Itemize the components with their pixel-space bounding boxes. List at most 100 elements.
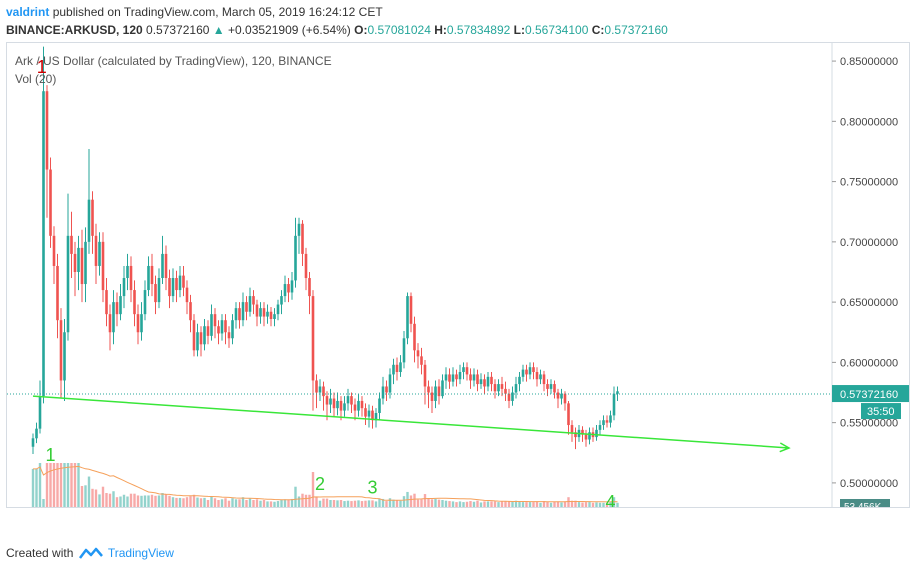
volume-bar (52, 463, 56, 507)
candle-body (567, 403, 570, 426)
high-value: 0.57834892 (446, 23, 511, 37)
candle-body (189, 302, 192, 321)
volume-bar (525, 502, 528, 507)
candle-body (133, 290, 136, 315)
change-up-icon: ▲ (212, 23, 225, 37)
volume-bar (35, 468, 38, 507)
candle-body (469, 374, 472, 381)
volume-bar (490, 501, 493, 507)
candle-body (598, 425, 602, 430)
volume-bar (329, 500, 332, 507)
low-value: 0.56734100 (524, 23, 589, 37)
candle-body (402, 338, 406, 363)
price-tick-label: 0.60000000 (840, 357, 898, 369)
candle-body (266, 311, 269, 317)
price-axis[interactable]: 0.85000000 0.80000000 0.75000000 0.70000000… (831, 43, 909, 507)
wave-label: 1 (46, 445, 56, 465)
annotations: 1 1 2 3 4 (7, 57, 832, 507)
chart-frame[interactable]: 1 1 2 3 4 0.85000000 0.80000000 0.75000000 0.70… (6, 42, 910, 508)
author-link[interactable]: valdrint (6, 5, 50, 19)
volume-bar (185, 497, 189, 507)
candle-body (224, 320, 227, 333)
volume-bar (196, 497, 199, 507)
volume-bar (539, 502, 542, 507)
volume-bar (413, 493, 416, 507)
price-chart[interactable]: 1 1 2 3 4 0.85000000 0.80000000 0.75000000 0.70… (7, 43, 909, 507)
volume-bar (602, 502, 605, 507)
volume-bar (416, 499, 420, 507)
volume-bar (217, 500, 220, 507)
volume-bar (563, 501, 567, 507)
candle-body (136, 314, 140, 333)
candle-body (154, 284, 157, 303)
candle-body (259, 308, 262, 317)
volume-bar (203, 497, 206, 507)
candle-body (63, 332, 66, 381)
volume-bar (255, 499, 259, 507)
high-label: H: (434, 23, 447, 37)
candle-body (294, 235, 297, 281)
volume-badge (840, 499, 890, 507)
candle-body (570, 425, 574, 433)
candle-body (255, 304, 259, 317)
candle-body (574, 432, 577, 438)
candle-body (497, 384, 500, 392)
volume-bar (56, 463, 59, 507)
volume-bar (94, 489, 98, 507)
candle-body (73, 253, 77, 272)
price-tick-label: 0.55000000 (840, 418, 898, 430)
candle-body (112, 302, 115, 333)
volume-bar (591, 502, 595, 507)
candle-body (213, 314, 217, 327)
volume-bar (45, 463, 49, 507)
candle-body (217, 326, 220, 334)
volume-bar (430, 499, 434, 507)
volume-bar (192, 494, 196, 507)
candle-body (392, 364, 395, 375)
volume-bar (77, 463, 80, 507)
candle-body (504, 388, 507, 394)
candle-body (388, 374, 392, 393)
candle-body (514, 384, 518, 393)
candle-body (556, 392, 560, 399)
volume-bar (70, 463, 73, 507)
candle-body (360, 400, 364, 409)
candle-body (385, 386, 388, 393)
volume-bar (364, 500, 367, 507)
volume-bar (161, 493, 164, 507)
volume-bar (80, 486, 84, 507)
candle-body (297, 223, 301, 236)
volume-bar (252, 500, 255, 507)
candle-body (283, 284, 287, 297)
candle-body (350, 396, 353, 405)
volume-bar (150, 494, 154, 507)
volume-bar (315, 497, 318, 507)
volume-bar (560, 502, 563, 507)
candle-body (472, 374, 476, 381)
volume-bar (115, 497, 119, 507)
candle-body (59, 320, 63, 381)
candle-body (164, 253, 168, 279)
volume-bar (483, 501, 486, 507)
price-tick-label: 0.80000000 (840, 116, 898, 128)
volume-bar (220, 499, 224, 507)
candle-body (518, 376, 521, 385)
candle-body (346, 396, 350, 404)
volume-bar (605, 503, 609, 507)
volume-bar (91, 488, 94, 507)
candle-body (280, 296, 283, 305)
candle-body (462, 367, 465, 373)
candle-body (98, 241, 101, 266)
candle-body (406, 296, 409, 339)
tradingview-brand[interactable]: TradingView (107, 546, 174, 560)
trendline (32, 395, 790, 449)
volume-bar (143, 495, 147, 507)
volume-bar (136, 495, 140, 507)
volume-bar (154, 495, 157, 507)
volume-bar (350, 501, 353, 507)
candle-body (413, 323, 416, 351)
current-price-badge-text: 0.57372160 (840, 389, 898, 401)
volume-bar (399, 500, 402, 507)
volume-badge-text: 53.456K (844, 502, 882, 507)
volume-bar (427, 498, 430, 507)
